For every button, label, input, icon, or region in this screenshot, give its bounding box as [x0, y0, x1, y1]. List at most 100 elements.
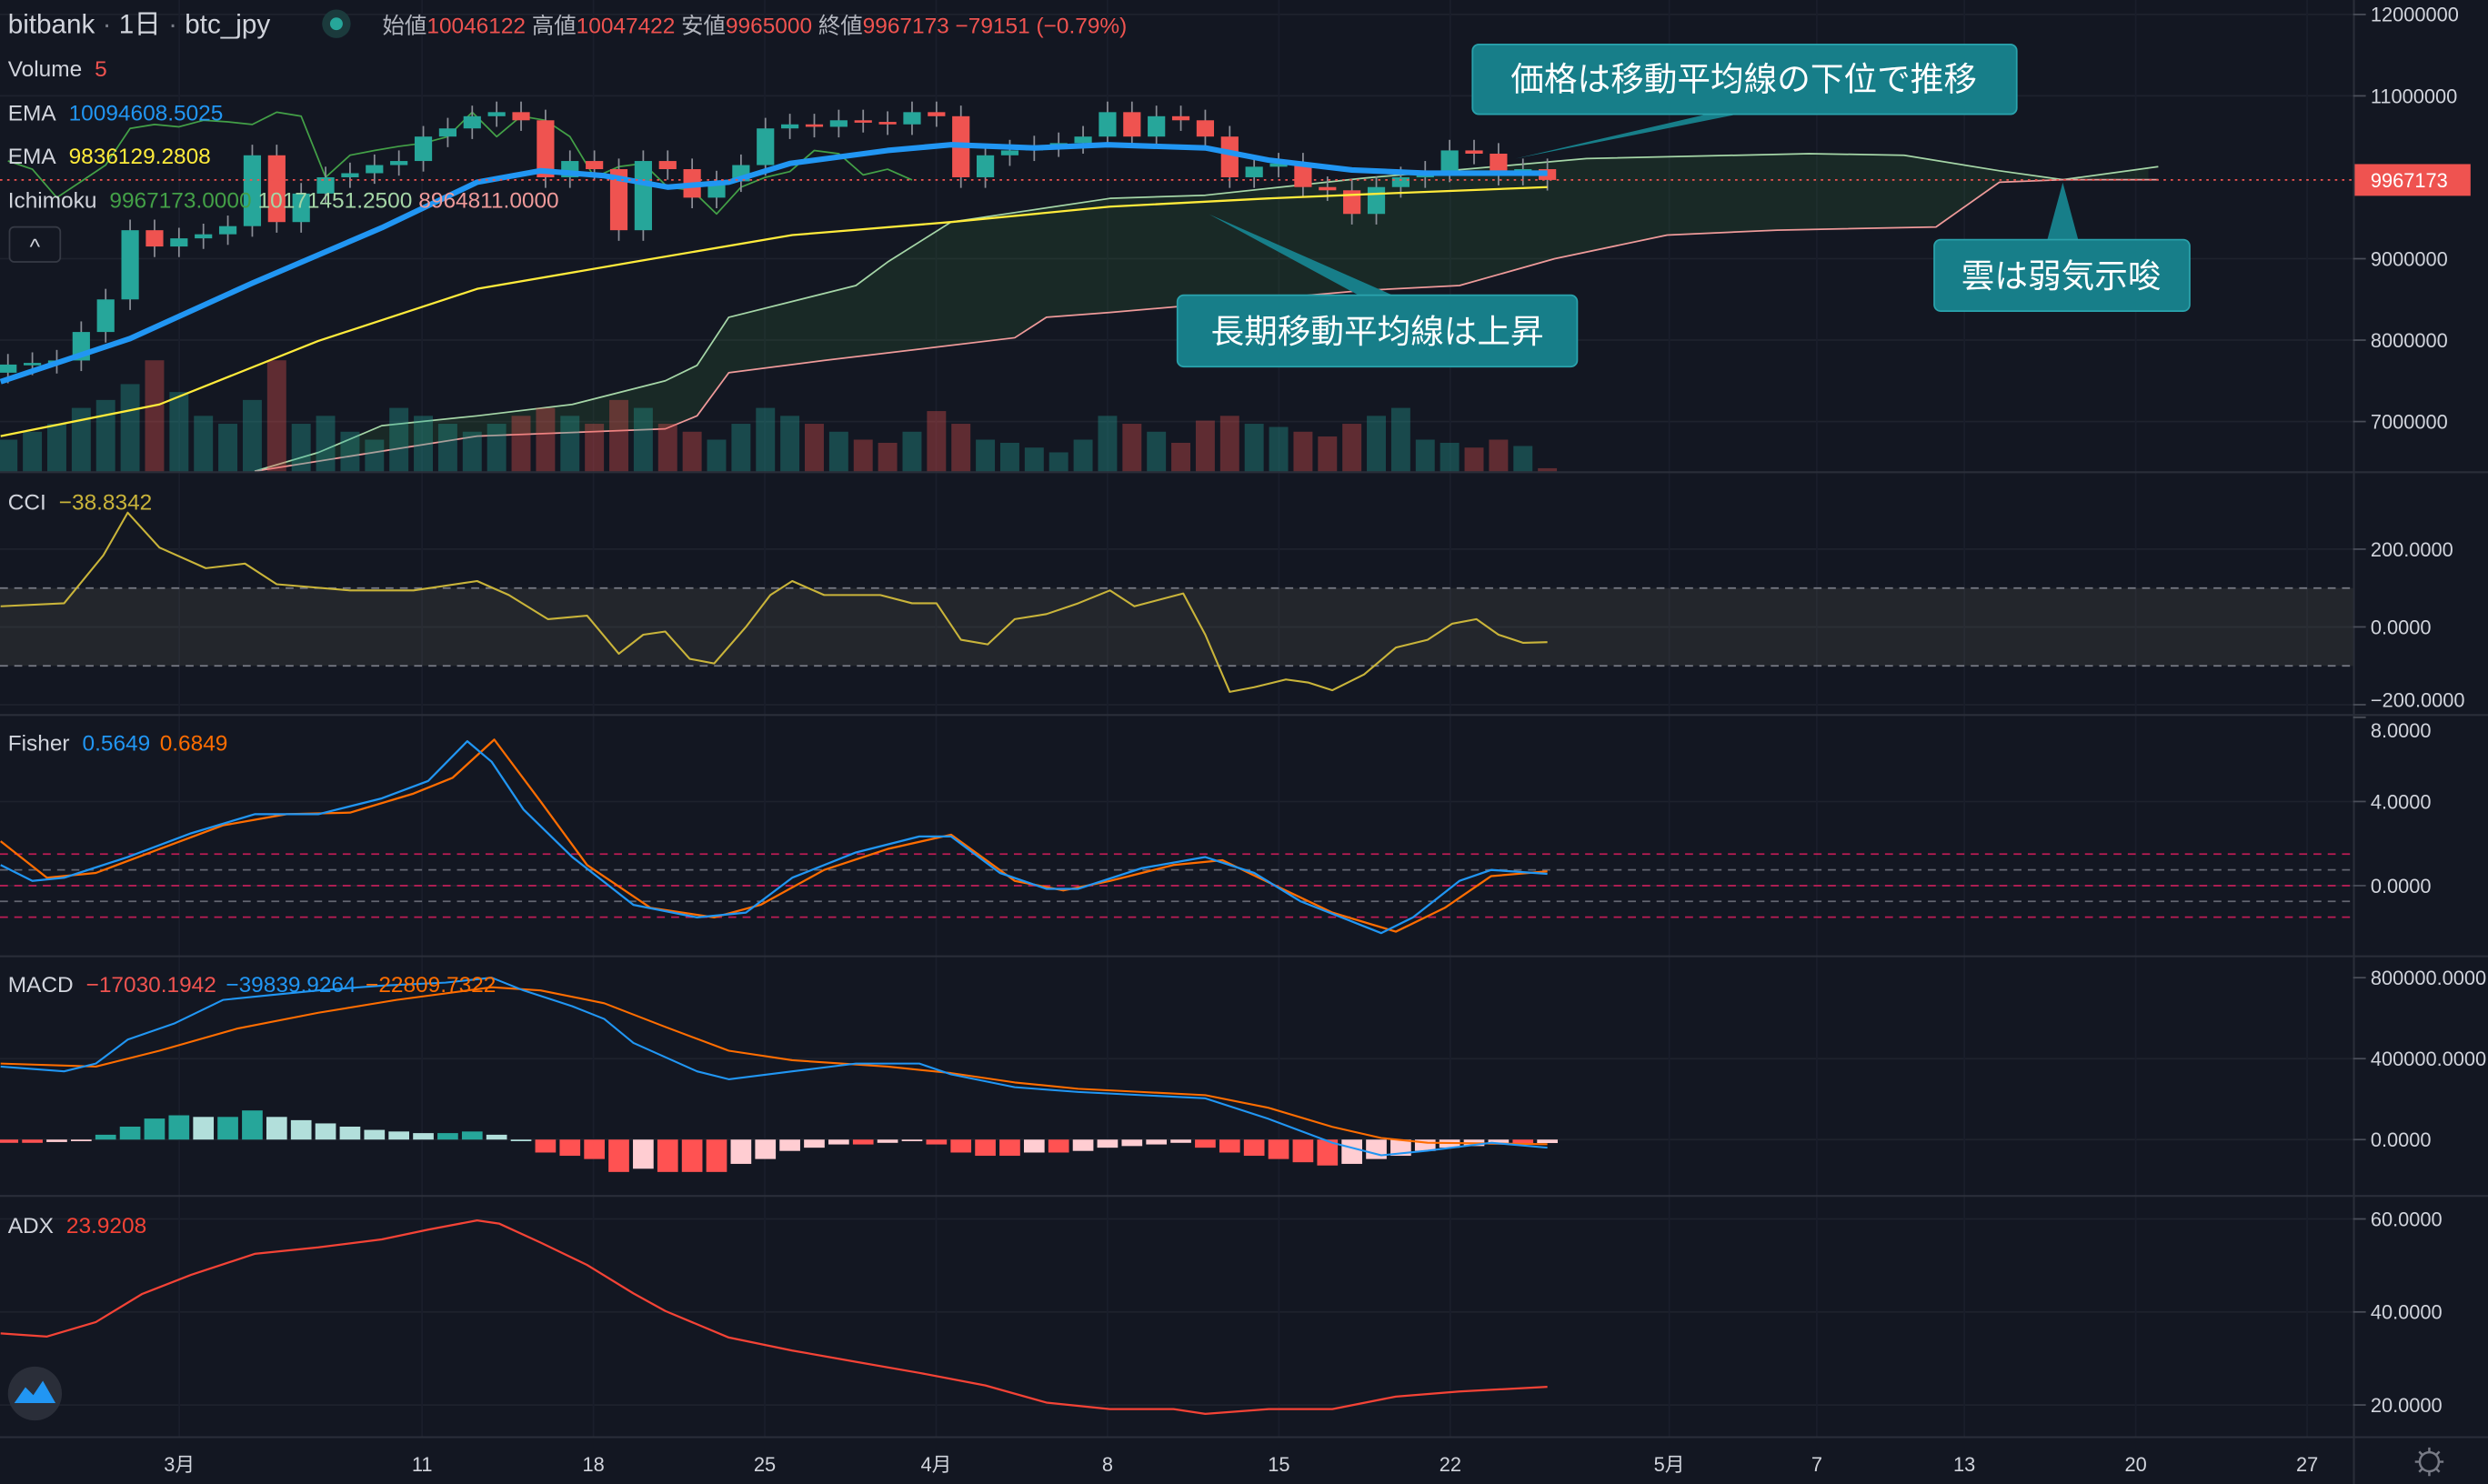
candle-body[interactable] — [195, 234, 213, 239]
candle[interactable] — [195, 224, 213, 249]
symbol[interactable]: btc_jpy — [185, 10, 270, 40]
candle-body[interactable] — [1490, 154, 1508, 175]
candle-body[interactable] — [1245, 166, 1263, 177]
interval[interactable]: 1日 — [119, 10, 161, 40]
collapse-legend-button[interactable]: ^ — [8, 226, 62, 263]
candle-body[interactable] — [1465, 150, 1483, 155]
candle[interactable] — [805, 114, 824, 138]
candle[interactable] — [928, 101, 946, 127]
gear-icon[interactable] — [2414, 1447, 2444, 1477]
candle[interactable] — [1000, 139, 1019, 166]
candle[interactable] — [658, 150, 677, 180]
candle[interactable] — [170, 227, 188, 257]
candle-body[interactable] — [1440, 150, 1459, 172]
collapse-button-frame[interactable] — [8, 226, 62, 263]
candle[interactable] — [854, 109, 872, 133]
candle-body[interactable] — [96, 299, 115, 333]
legend-ema-fast[interactable]: EMA 10094608.5025 — [8, 102, 224, 126]
candle-body[interactable] — [414, 136, 433, 162]
candle[interactable] — [243, 145, 262, 237]
price-axis[interactable]: 12000000 11000000 9000000 8000000 7000000 200… — [2353, 4, 2486, 1417]
candle[interactable] — [781, 114, 799, 139]
candle[interactable] — [1343, 179, 1361, 225]
candle[interactable] — [903, 101, 921, 135]
candle[interactable] — [634, 150, 652, 241]
candle[interactable] — [121, 219, 139, 310]
candle[interactable] — [1220, 125, 1239, 188]
candle[interactable] — [512, 101, 530, 131]
candle-body[interactable] — [1343, 190, 1361, 215]
annotation-cloud-bearish[interactable]: 雲は弱気示唆 — [1933, 182, 2191, 312]
legend-cci[interactable]: CCI −38.8342 — [8, 490, 153, 515]
candle-body[interactable] — [1269, 163, 1288, 167]
candle[interactable] — [96, 288, 115, 343]
candle-body[interactable] — [366, 165, 384, 174]
candle-body[interactable] — [243, 155, 262, 226]
candle-body[interactable] — [121, 230, 139, 300]
candle[interactable] — [341, 162, 359, 188]
candle-body[interactable] — [903, 112, 921, 125]
candle[interactable] — [145, 219, 164, 257]
candle[interactable] — [609, 158, 628, 241]
candle-body[interactable] — [1148, 115, 1166, 137]
candle-body[interactable] — [0, 364, 17, 373]
candle[interactable] — [267, 145, 286, 233]
candle-body[interactable] — [218, 226, 237, 235]
candle[interactable] — [292, 183, 310, 233]
time-axis[interactable]: 3月 11 18 25 4月 8 15 22 5月 7 13 20 27 — [164, 1453, 2318, 1476]
candle-body[interactable] — [829, 120, 848, 127]
candle[interactable] — [1148, 105, 1166, 147]
candle[interactable] — [1465, 139, 1483, 165]
candle[interactable] — [1490, 143, 1508, 186]
candle-body[interactable] — [1171, 115, 1190, 121]
candle[interactable] — [829, 109, 848, 138]
candle[interactable] — [218, 216, 237, 246]
annotation-box[interactable] — [1933, 238, 2191, 312]
candle-body[interactable] — [537, 120, 555, 177]
candle[interactable] — [537, 109, 555, 188]
candle-body[interactable] — [586, 161, 604, 170]
legend-adx[interactable]: ADX 23.9208 — [8, 1214, 146, 1238]
candle-body[interactable] — [23, 363, 42, 366]
candle[interactable] — [487, 101, 506, 127]
legend-fisher[interactable]: Fisher 0.5649 0.6849 — [8, 732, 228, 757]
candle-body[interactable] — [757, 128, 775, 165]
candle-body[interactable] — [976, 155, 995, 177]
candle[interactable] — [1171, 105, 1190, 131]
candle[interactable] — [1099, 101, 1117, 147]
candle-body[interactable] — [316, 176, 335, 194]
legend-ema-slow[interactable]: EMA 9836129.2808 — [8, 145, 211, 169]
indicator-legends[interactable]: Volume 5 EMA 10094608.5025 EMA 9836129.2808… — [8, 57, 559, 1238]
legend-macd[interactable]: MACD −17030.1942 −39839.9264 −22809.7322 — [8, 973, 497, 998]
candle-body[interactable] — [341, 173, 359, 177]
candle-body[interactable] — [267, 155, 286, 223]
tradingview-logo[interactable] — [7, 1366, 63, 1421]
candle-body[interactable] — [1367, 186, 1386, 215]
candle-body[interactable] — [1319, 186, 1337, 191]
annotation-box[interactable] — [1471, 43, 2018, 115]
legend-ichimoku[interactable]: Ichimoku 9967173.0000 10171451.2500 8964811… — [8, 189, 559, 214]
exchange-name[interactable]: bitbank — [8, 10, 95, 40]
candle[interactable] — [366, 154, 384, 185]
candle-body[interactable] — [1074, 136, 1092, 144]
candle[interactable] — [1245, 155, 1263, 188]
candle-body[interactable] — [292, 193, 310, 223]
candle-body[interactable] — [1220, 136, 1239, 177]
candle-body[interactable] — [634, 161, 652, 231]
candle[interactable] — [316, 166, 335, 205]
candle-body[interactable] — [609, 169, 628, 231]
annotation-box[interactable] — [1176, 294, 1579, 368]
candle[interactable] — [438, 117, 457, 147]
candle-body[interactable] — [1294, 163, 1312, 187]
candle-body[interactable] — [805, 124, 824, 127]
candle[interactable] — [1196, 109, 1215, 147]
candle-body[interactable] — [1099, 112, 1117, 137]
candle[interactable] — [1074, 125, 1092, 155]
candle-body[interactable] — [658, 161, 677, 170]
candle[interactable] — [390, 150, 408, 176]
candle[interactable] — [878, 111, 897, 135]
candle-body[interactable] — [928, 112, 946, 116]
candle-body[interactable] — [487, 112, 506, 116]
